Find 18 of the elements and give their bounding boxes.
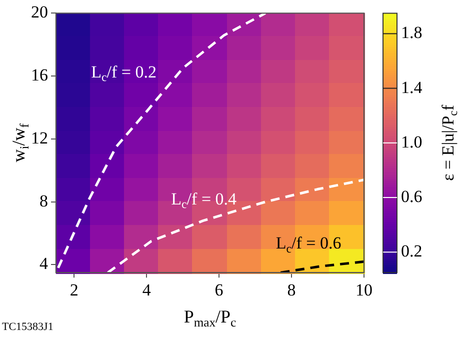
y-tick-label: 16 bbox=[31, 66, 48, 85]
x-tick-label: 2 bbox=[70, 280, 78, 300]
color-bar-title: ε = E|u|/Pcf bbox=[438, 104, 458, 181]
color-bar-label: 1.4 bbox=[401, 78, 423, 97]
x-tick-label: 4 bbox=[142, 280, 152, 300]
color-bar-label: 1.0 bbox=[401, 132, 422, 152]
y-tick-label: 4 bbox=[40, 254, 48, 274]
color-bar-label: 0.6 bbox=[401, 186, 422, 206]
x-tick-label: 10 bbox=[356, 280, 372, 300]
y-tick-label: 20 bbox=[31, 2, 48, 22]
color-bar-label: 0.2 bbox=[401, 242, 422, 261]
y-tick-label: 8 bbox=[40, 191, 48, 210]
y-axis-title: wi/wf bbox=[8, 122, 32, 162]
color-bar-label: 1.8 bbox=[401, 23, 422, 42]
x-tick-label: 6 bbox=[214, 280, 224, 300]
y-tick-label: 12 bbox=[31, 128, 48, 148]
text: TC15383J1 bbox=[2, 320, 54, 333]
x-tick-label: 8 bbox=[287, 280, 296, 300]
